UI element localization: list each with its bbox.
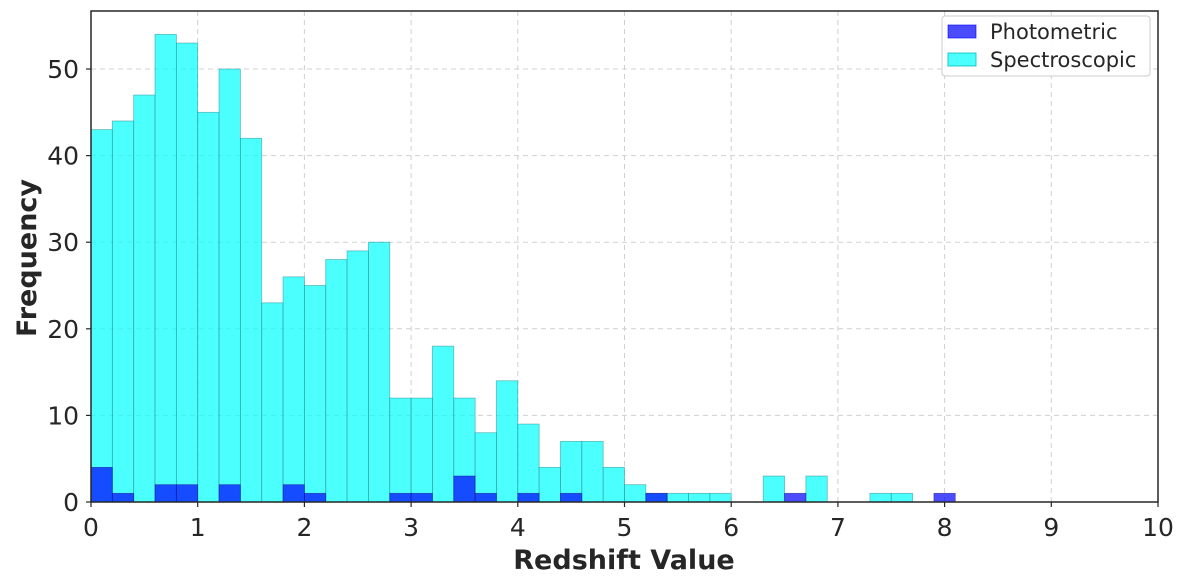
spectroscopic-bar (368, 241, 391, 503)
x-tick-label: 1 (190, 513, 206, 542)
spectroscopic-bar (602, 466, 625, 503)
spectroscopic-bar (325, 259, 348, 503)
spectroscopic-bar (474, 432, 497, 503)
photometric-bar (784, 492, 807, 503)
spectroscopic-bars (90, 33, 913, 503)
x-tick-label: 5 (617, 513, 633, 542)
x-tick-label: 2 (296, 513, 312, 542)
spectroscopic-bar (538, 466, 561, 503)
spectroscopic-bar (282, 276, 305, 503)
photometric-bar (303, 492, 327, 503)
photometric-bar (90, 466, 113, 503)
spectroscopic-bar (688, 492, 711, 503)
spectroscopic-bar (890, 492, 913, 503)
photometric-bar (111, 492, 135, 503)
legend-label-photometric: Photometric (990, 20, 1118, 44)
legend: Photometric Spectroscopic (941, 15, 1151, 77)
spectroscopic-bar (111, 120, 135, 503)
spectroscopic-bar (869, 492, 892, 503)
x-tick-label: 7 (830, 513, 846, 542)
spectroscopic-bar (666, 492, 689, 503)
y-tick-label: 0 (63, 488, 79, 517)
legend-label-spectroscopic: Spectroscopic (990, 48, 1136, 72)
spectroscopic-bar (175, 42, 199, 503)
y-tick-label: 50 (47, 55, 79, 84)
photometric-bar (175, 484, 199, 503)
photometric-bars (90, 466, 956, 503)
y-tick-label: 30 (47, 228, 79, 257)
legend-swatch-spectroscopic (947, 52, 977, 67)
legend-box (941, 15, 1151, 77)
spectroscopic-bar (239, 137, 263, 503)
photometric-bar (389, 492, 412, 503)
spectroscopic-bar (709, 492, 732, 503)
spectroscopic-bar (560, 440, 583, 503)
y-tick-label: 40 (47, 142, 79, 171)
spectroscopic-bar (261, 302, 284, 503)
y-tick-label: 20 (47, 315, 79, 344)
x-axis-label: Redshift Value (513, 545, 734, 576)
x-tick-label: 0 (83, 513, 99, 542)
spectroscopic-bar (410, 397, 433, 503)
photometric-bar (560, 492, 583, 503)
x-tick-label: 4 (510, 513, 526, 542)
photometric-bar (154, 484, 177, 503)
spectroscopic-bar (197, 111, 220, 503)
y-tick-label: 10 (47, 401, 79, 430)
x-tick-label: 3 (403, 513, 419, 542)
photometric-bar (474, 492, 497, 503)
spectroscopic-bar (133, 94, 156, 503)
spectroscopic-bar (346, 250, 369, 503)
y-axis-label: Frequency (12, 179, 43, 337)
spectroscopic-bar (218, 68, 241, 503)
spectroscopic-bar (805, 475, 828, 503)
photometric-bar (282, 484, 305, 503)
x-tick-label: 10 (1142, 513, 1174, 542)
x-tick-label: 6 (723, 513, 739, 542)
photometric-bar (218, 484, 241, 503)
spectroscopic-bar (624, 484, 647, 503)
spectroscopic-bar (303, 285, 327, 503)
x-axis-ticks: 0 1 2 3 4 5 6 7 8 9 10 (83, 502, 1174, 542)
x-tick-label: 9 (1043, 513, 1059, 542)
spectroscopic-bar (517, 423, 540, 503)
spectroscopic-bar (432, 345, 455, 503)
photometric-bar (410, 492, 433, 503)
photometric-bar (517, 492, 540, 503)
photometric-bar (645, 492, 668, 503)
photometric-bar (453, 475, 476, 503)
legend-swatch-photometric (947, 24, 977, 39)
photometric-bar (933, 492, 956, 503)
spectroscopic-bar (762, 475, 785, 503)
spectroscopic-bar (496, 380, 519, 503)
spectroscopic-bar (154, 33, 177, 503)
spectroscopic-bar (581, 440, 604, 503)
y-axis-ticks: 0 10 20 30 40 50 (47, 55, 91, 517)
x-tick-label: 8 (937, 513, 953, 542)
spectroscopic-bar (90, 129, 113, 503)
spectroscopic-bar (389, 397, 412, 503)
